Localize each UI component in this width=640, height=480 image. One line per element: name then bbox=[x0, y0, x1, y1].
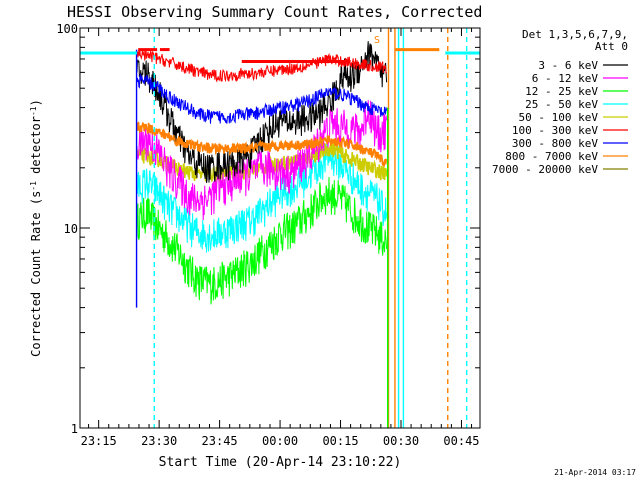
footer-timestamp: 21-Apr-2014 03:17 bbox=[554, 468, 636, 477]
y-tick-label-2: 100 bbox=[56, 22, 78, 36]
y-axis-label-sup2: -1 bbox=[29, 106, 38, 116]
legend-label-4: 50 - 100 keV bbox=[519, 111, 599, 124]
series-line-2 bbox=[136, 176, 388, 305]
legend-label-0: 3 - 6 keV bbox=[538, 59, 598, 72]
legend-label-7: 800 - 7000 keV bbox=[505, 150, 598, 163]
x-tick-label-3: 00:00 bbox=[262, 434, 298, 448]
y-tick-label-0: 1 bbox=[71, 422, 78, 436]
y-tick-label-1: 10 bbox=[64, 222, 78, 236]
y-axis-label-main: Corrected Count Rate (s bbox=[29, 191, 43, 357]
annotation-layer bbox=[80, 28, 480, 428]
series-line-7 bbox=[136, 121, 388, 167]
x-tick-label-5: 00:30 bbox=[383, 434, 419, 448]
series-line-0 bbox=[136, 41, 388, 183]
y-axis-label-tail: detector bbox=[29, 116, 43, 181]
y-axis-label-sup: -1 bbox=[29, 181, 38, 191]
x-axis-label: Start Time (20-Apr-14 23:10:22) bbox=[159, 455, 402, 470]
x-tick-label-1: 23:30 bbox=[141, 434, 177, 448]
y-axis-label: Corrected Count Rate (s-1 detector-1) bbox=[29, 99, 44, 357]
legend-label-5: 100 - 300 keV bbox=[512, 124, 598, 137]
legend-header-line-1: Det 1,3,5,6,7,9, bbox=[522, 28, 628, 41]
legend-label-8: 7000 - 20000 keV bbox=[492, 163, 598, 176]
legend-label-2: 12 - 25 keV bbox=[525, 85, 598, 98]
legend-label-1: 6 - 12 keV bbox=[532, 72, 599, 85]
series-line-3 bbox=[136, 141, 388, 253]
series-line-6 bbox=[136, 72, 388, 124]
x-tick-label-2: 23:45 bbox=[202, 434, 238, 448]
chart-title: HESSI Observing Summary Count Rates, Cor… bbox=[67, 3, 482, 21]
x-tick-label-6: 00:45 bbox=[443, 434, 479, 448]
legend-label-3: 25 - 50 keV bbox=[525, 98, 598, 111]
legend-header-line-2: Att 0 bbox=[595, 40, 628, 53]
x-tick-label-4: 00:15 bbox=[322, 434, 358, 448]
y-axis-label-close: ) bbox=[29, 99, 43, 106]
legend-label-6: 300 - 800 keV bbox=[512, 137, 598, 150]
axis-layer: 1 10 100 23:15 23:30 23:45 00:00 00:15 00:30 00:4… bbox=[56, 22, 480, 448]
series-line-1 bbox=[136, 100, 388, 221]
x-tick-label-0: 23:15 bbox=[81, 434, 117, 448]
series-layer bbox=[136, 41, 388, 305]
flag-label: S bbox=[374, 35, 380, 46]
